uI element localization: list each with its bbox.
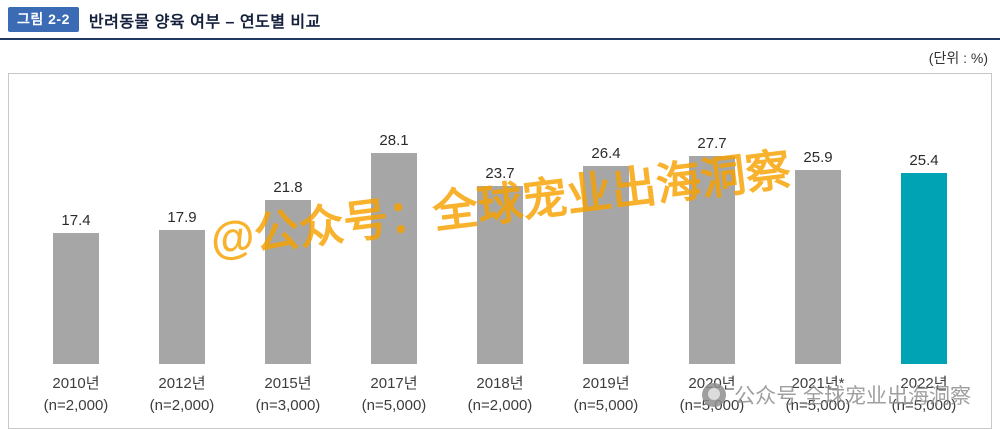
- bar-value-label: 23.7: [485, 165, 515, 182]
- x-axis-sample-size-label: (n=5,000): [891, 396, 957, 414]
- bar: [795, 170, 841, 364]
- bar-value-label: 21.8: [273, 179, 303, 196]
- bar-group: 23.7 2018년 (n=2,000): [447, 74, 553, 428]
- bar-value-label: 17.9: [167, 209, 197, 226]
- x-axis-year-label: 2015년: [264, 375, 312, 392]
- bar-group: 26.4 2019년 (n=5,000): [553, 74, 659, 428]
- x-axis-label: 2017년 (n=5,000): [362, 364, 427, 418]
- x-axis-label: 2021년* (n=5,000): [786, 364, 851, 418]
- bar: [159, 230, 205, 364]
- x-axis-year-label: 2022년: [900, 375, 948, 392]
- bar: [53, 233, 99, 364]
- x-axis-label: 2022년 (n=5,000): [892, 364, 957, 418]
- x-axis-year-label: 2012년: [158, 375, 206, 392]
- bar-group: 21.8 2015년 (n=3,000): [235, 74, 341, 428]
- x-axis-sample-size-label: (n=2,000): [149, 396, 215, 414]
- bar: [583, 166, 629, 364]
- x-axis-sample-size-label: (n=5,000): [785, 396, 851, 414]
- x-axis-sample-size-label: (n=2,000): [467, 396, 533, 414]
- x-axis-label: 2012년 (n=2,000): [150, 364, 215, 418]
- bar-group: 25.4 2022년 (n=5,000): [871, 74, 977, 428]
- bar-group: 25.9 2021년* (n=5,000): [765, 74, 871, 428]
- x-axis-year-label: 2018년: [476, 375, 524, 392]
- bar: [371, 153, 417, 364]
- bar-group: 27.7 2020년 (n=5,000): [659, 74, 765, 428]
- x-axis-year-label: 2017년: [370, 375, 418, 392]
- figure-badge: 그림 2-2: [8, 7, 79, 32]
- x-axis-sample-size-label: (n=5,000): [573, 396, 639, 414]
- bar: [689, 156, 735, 364]
- header: 그림 2-2 반려동물 양육 여부 – 연도별 비교: [0, 0, 1000, 32]
- x-axis-sample-size-label: (n=5,000): [679, 396, 745, 414]
- bar-value-label: 25.4: [909, 152, 939, 169]
- x-axis-year-label: 2021년*: [791, 375, 845, 392]
- x-axis-year-label: 2019년: [582, 375, 630, 392]
- x-axis-sample-size-label: (n=2,000): [43, 396, 109, 414]
- header-divider: [0, 38, 1000, 40]
- bar-value-label: 26.4: [591, 145, 621, 162]
- x-axis-year-label: 2010년: [52, 375, 100, 392]
- bar-value-label: 28.1: [379, 132, 409, 149]
- bar-group: 17.4 2010년 (n=2,000): [23, 74, 129, 428]
- bar: [265, 200, 311, 364]
- x-axis-label: 2019년 (n=5,000): [574, 364, 639, 418]
- bar-chart: 17.4 2010년 (n=2,000) 17.9 2012년 (n=2,000) 21.8…: [9, 74, 991, 428]
- bar-group: 28.1 2017년 (n=5,000): [341, 74, 447, 428]
- x-axis-label: 2010년 (n=2,000): [44, 364, 109, 418]
- x-axis-label: 2015년 (n=3,000): [256, 364, 321, 418]
- bar: [477, 186, 523, 364]
- page-title: 반려동물 양육 여부 – 연도별 비교: [88, 13, 321, 31]
- bar-value-label: 25.9: [803, 149, 833, 166]
- x-axis-sample-size-label: (n=3,000): [255, 396, 321, 414]
- chart-container: 17.4 2010년 (n=2,000) 17.9 2012년 (n=2,000) 21.8…: [8, 73, 992, 429]
- unit-label: (단위 : %): [928, 50, 988, 66]
- x-axis-sample-size-label: (n=5,000): [361, 396, 427, 414]
- x-axis-label: 2020년 (n=5,000): [680, 364, 745, 418]
- bar-value-label: 17.4: [61, 212, 91, 229]
- bar-value-label: 27.7: [697, 135, 727, 152]
- x-axis-year-label: 2020년: [688, 375, 736, 392]
- x-axis-label: 2018년 (n=2,000): [468, 364, 533, 418]
- bar-highlighted: [901, 173, 947, 364]
- bar-group: 17.9 2012년 (n=2,000): [129, 74, 235, 428]
